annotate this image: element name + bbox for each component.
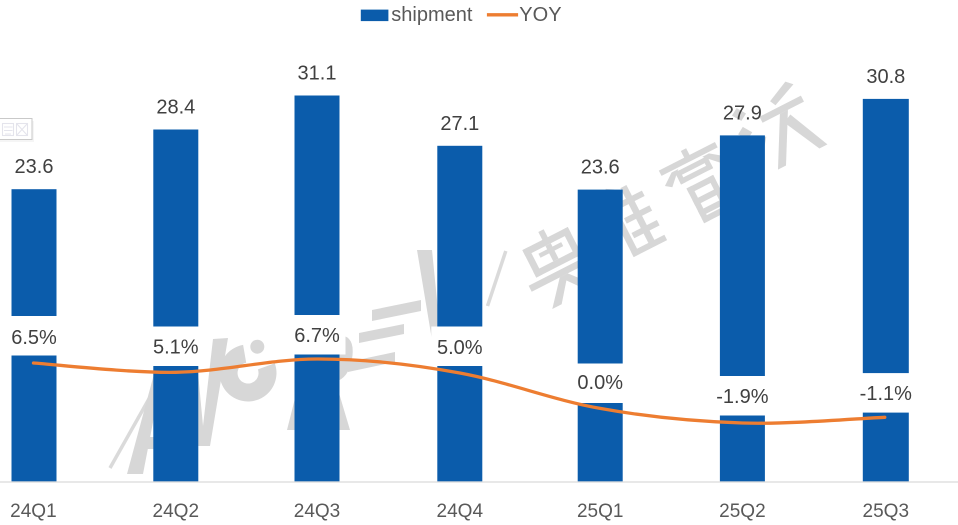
svg-text:-1.1%: -1.1% <box>860 383 912 405</box>
svg-text:6.5%: 6.5% <box>11 327 57 349</box>
svg-text:24Q4: 24Q4 <box>437 501 484 522</box>
svg-text:23.6: 23.6 <box>15 156 54 178</box>
svg-text:24Q1: 24Q1 <box>10 501 56 522</box>
svg-text:31.1: 31.1 <box>298 63 337 85</box>
svg-text:25Q1: 25Q1 <box>577 501 623 522</box>
svg-text:28.4: 28.4 <box>156 97 195 119</box>
svg-text:24Q3: 24Q3 <box>294 501 340 522</box>
svg-text:5.0%: 5.0% <box>437 337 483 359</box>
svg-text:23.6: 23.6 <box>581 157 620 179</box>
svg-text:shipment: shipment <box>391 4 473 26</box>
svg-text:30.8: 30.8 <box>866 66 905 88</box>
svg-text:25Q3: 25Q3 <box>863 501 909 522</box>
svg-text:27.9: 27.9 <box>723 102 762 124</box>
svg-text:6.7%: 6.7% <box>294 325 340 347</box>
svg-text:YOY: YOY <box>519 4 561 26</box>
svg-text:25Q2: 25Q2 <box>719 501 765 522</box>
svg-text:0.0%: 0.0% <box>577 372 623 394</box>
svg-text:27.1: 27.1 <box>440 113 479 135</box>
svg-text:-1.9%: -1.9% <box>716 386 768 408</box>
svg-text:5.1%: 5.1% <box>153 337 199 359</box>
svg-text:24Q2: 24Q2 <box>153 501 199 522</box>
